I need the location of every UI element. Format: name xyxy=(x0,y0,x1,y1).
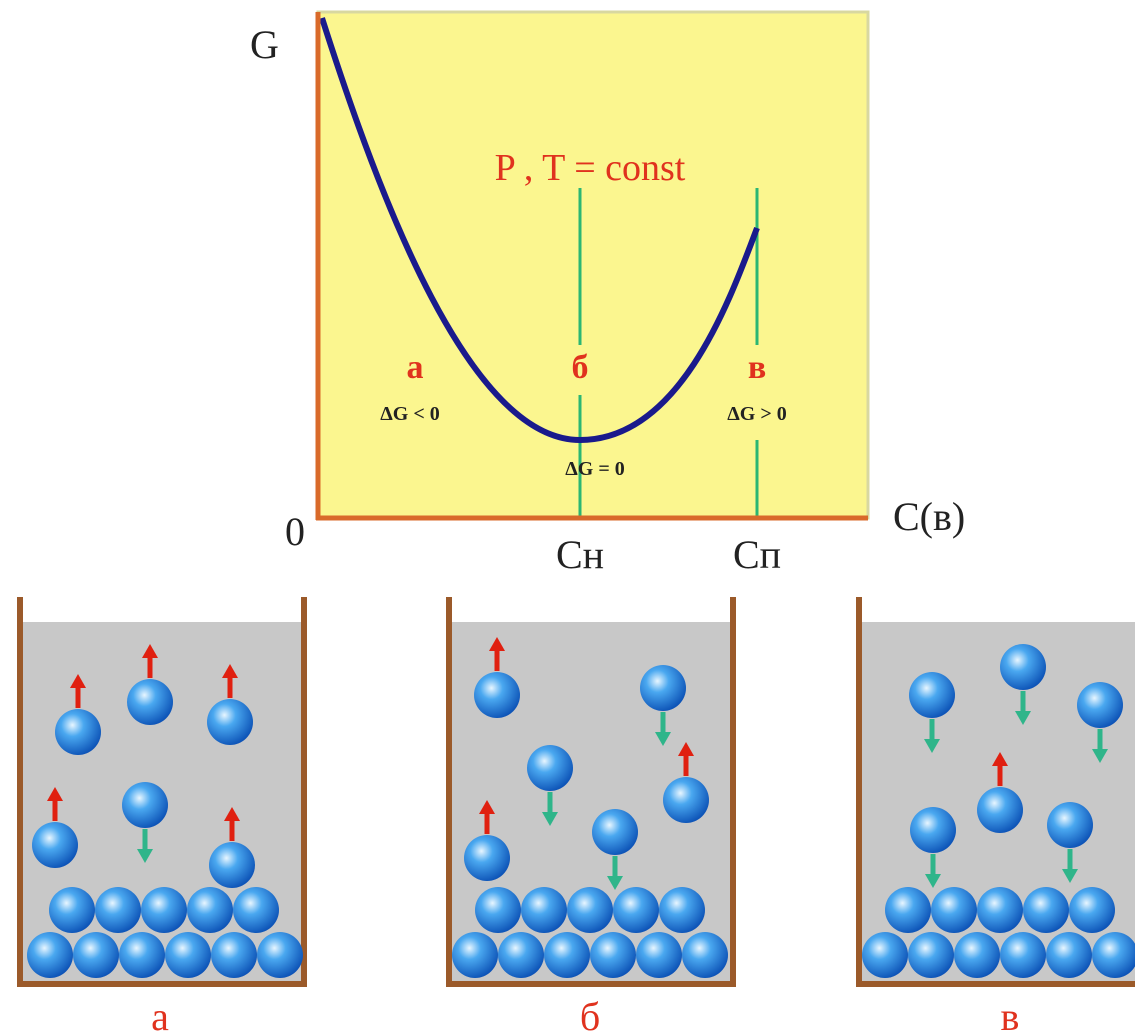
particle xyxy=(1046,932,1092,978)
point-condition: ΔG < 0 xyxy=(380,403,440,425)
y-axis-label: G xyxy=(250,22,279,67)
particle xyxy=(73,932,119,978)
particle xyxy=(257,932,303,978)
particle xyxy=(211,932,257,978)
particle xyxy=(464,835,510,881)
particle xyxy=(931,887,977,933)
particle xyxy=(1023,887,1069,933)
particle xyxy=(1077,682,1123,728)
particle xyxy=(209,842,255,888)
particle xyxy=(119,932,165,978)
particle xyxy=(527,745,573,791)
particle xyxy=(592,809,638,855)
particle xyxy=(885,887,931,933)
particle xyxy=(567,887,613,933)
particle xyxy=(498,932,544,978)
particle xyxy=(1000,644,1046,690)
particle xyxy=(207,699,253,745)
particle xyxy=(636,932,682,978)
particle xyxy=(908,932,954,978)
x-mark: Сп xyxy=(733,532,781,577)
particle xyxy=(682,932,728,978)
particle xyxy=(122,782,168,828)
particle xyxy=(452,932,498,978)
particle xyxy=(659,887,705,933)
particle xyxy=(475,887,521,933)
particle xyxy=(640,665,686,711)
particle xyxy=(1047,802,1093,848)
particle xyxy=(141,887,187,933)
particle xyxy=(165,932,211,978)
particle xyxy=(521,887,567,933)
particle xyxy=(127,679,173,725)
particle xyxy=(910,807,956,853)
particle xyxy=(663,777,709,823)
particle xyxy=(95,887,141,933)
particle xyxy=(55,709,101,755)
point-condition: ΔG = 0 xyxy=(565,458,625,480)
x-mark: Сн xyxy=(556,532,604,577)
particle xyxy=(32,822,78,868)
panel-label: в xyxy=(1001,994,1020,1036)
particle xyxy=(977,887,1023,933)
particle xyxy=(49,887,95,933)
particle xyxy=(613,887,659,933)
particle xyxy=(977,787,1023,833)
particle xyxy=(233,887,279,933)
panel-label: а xyxy=(151,994,169,1036)
point-condition: ΔG > 0 xyxy=(727,403,787,425)
particle xyxy=(590,932,636,978)
origin-label: 0 xyxy=(285,509,305,554)
particle xyxy=(909,672,955,718)
particle xyxy=(862,932,908,978)
point-label: б xyxy=(572,349,589,386)
point-label: в xyxy=(748,349,766,386)
particle xyxy=(474,672,520,718)
particle xyxy=(1069,887,1115,933)
panel-label: б xyxy=(580,994,600,1036)
particle xyxy=(544,932,590,978)
point-label: а xyxy=(407,349,424,386)
particle xyxy=(1000,932,1046,978)
x-axis-label: C(в) xyxy=(893,494,965,539)
condition: P , T = const xyxy=(495,147,686,189)
particle xyxy=(187,887,233,933)
particle xyxy=(954,932,1000,978)
particle xyxy=(27,932,73,978)
diagram: G 0 C(в) Сн Сп P , T = const а ΔG < 0 б … xyxy=(0,0,1135,1036)
page: {"graph": {"y_axis_label": "G", "origin_… xyxy=(0,0,1135,1036)
